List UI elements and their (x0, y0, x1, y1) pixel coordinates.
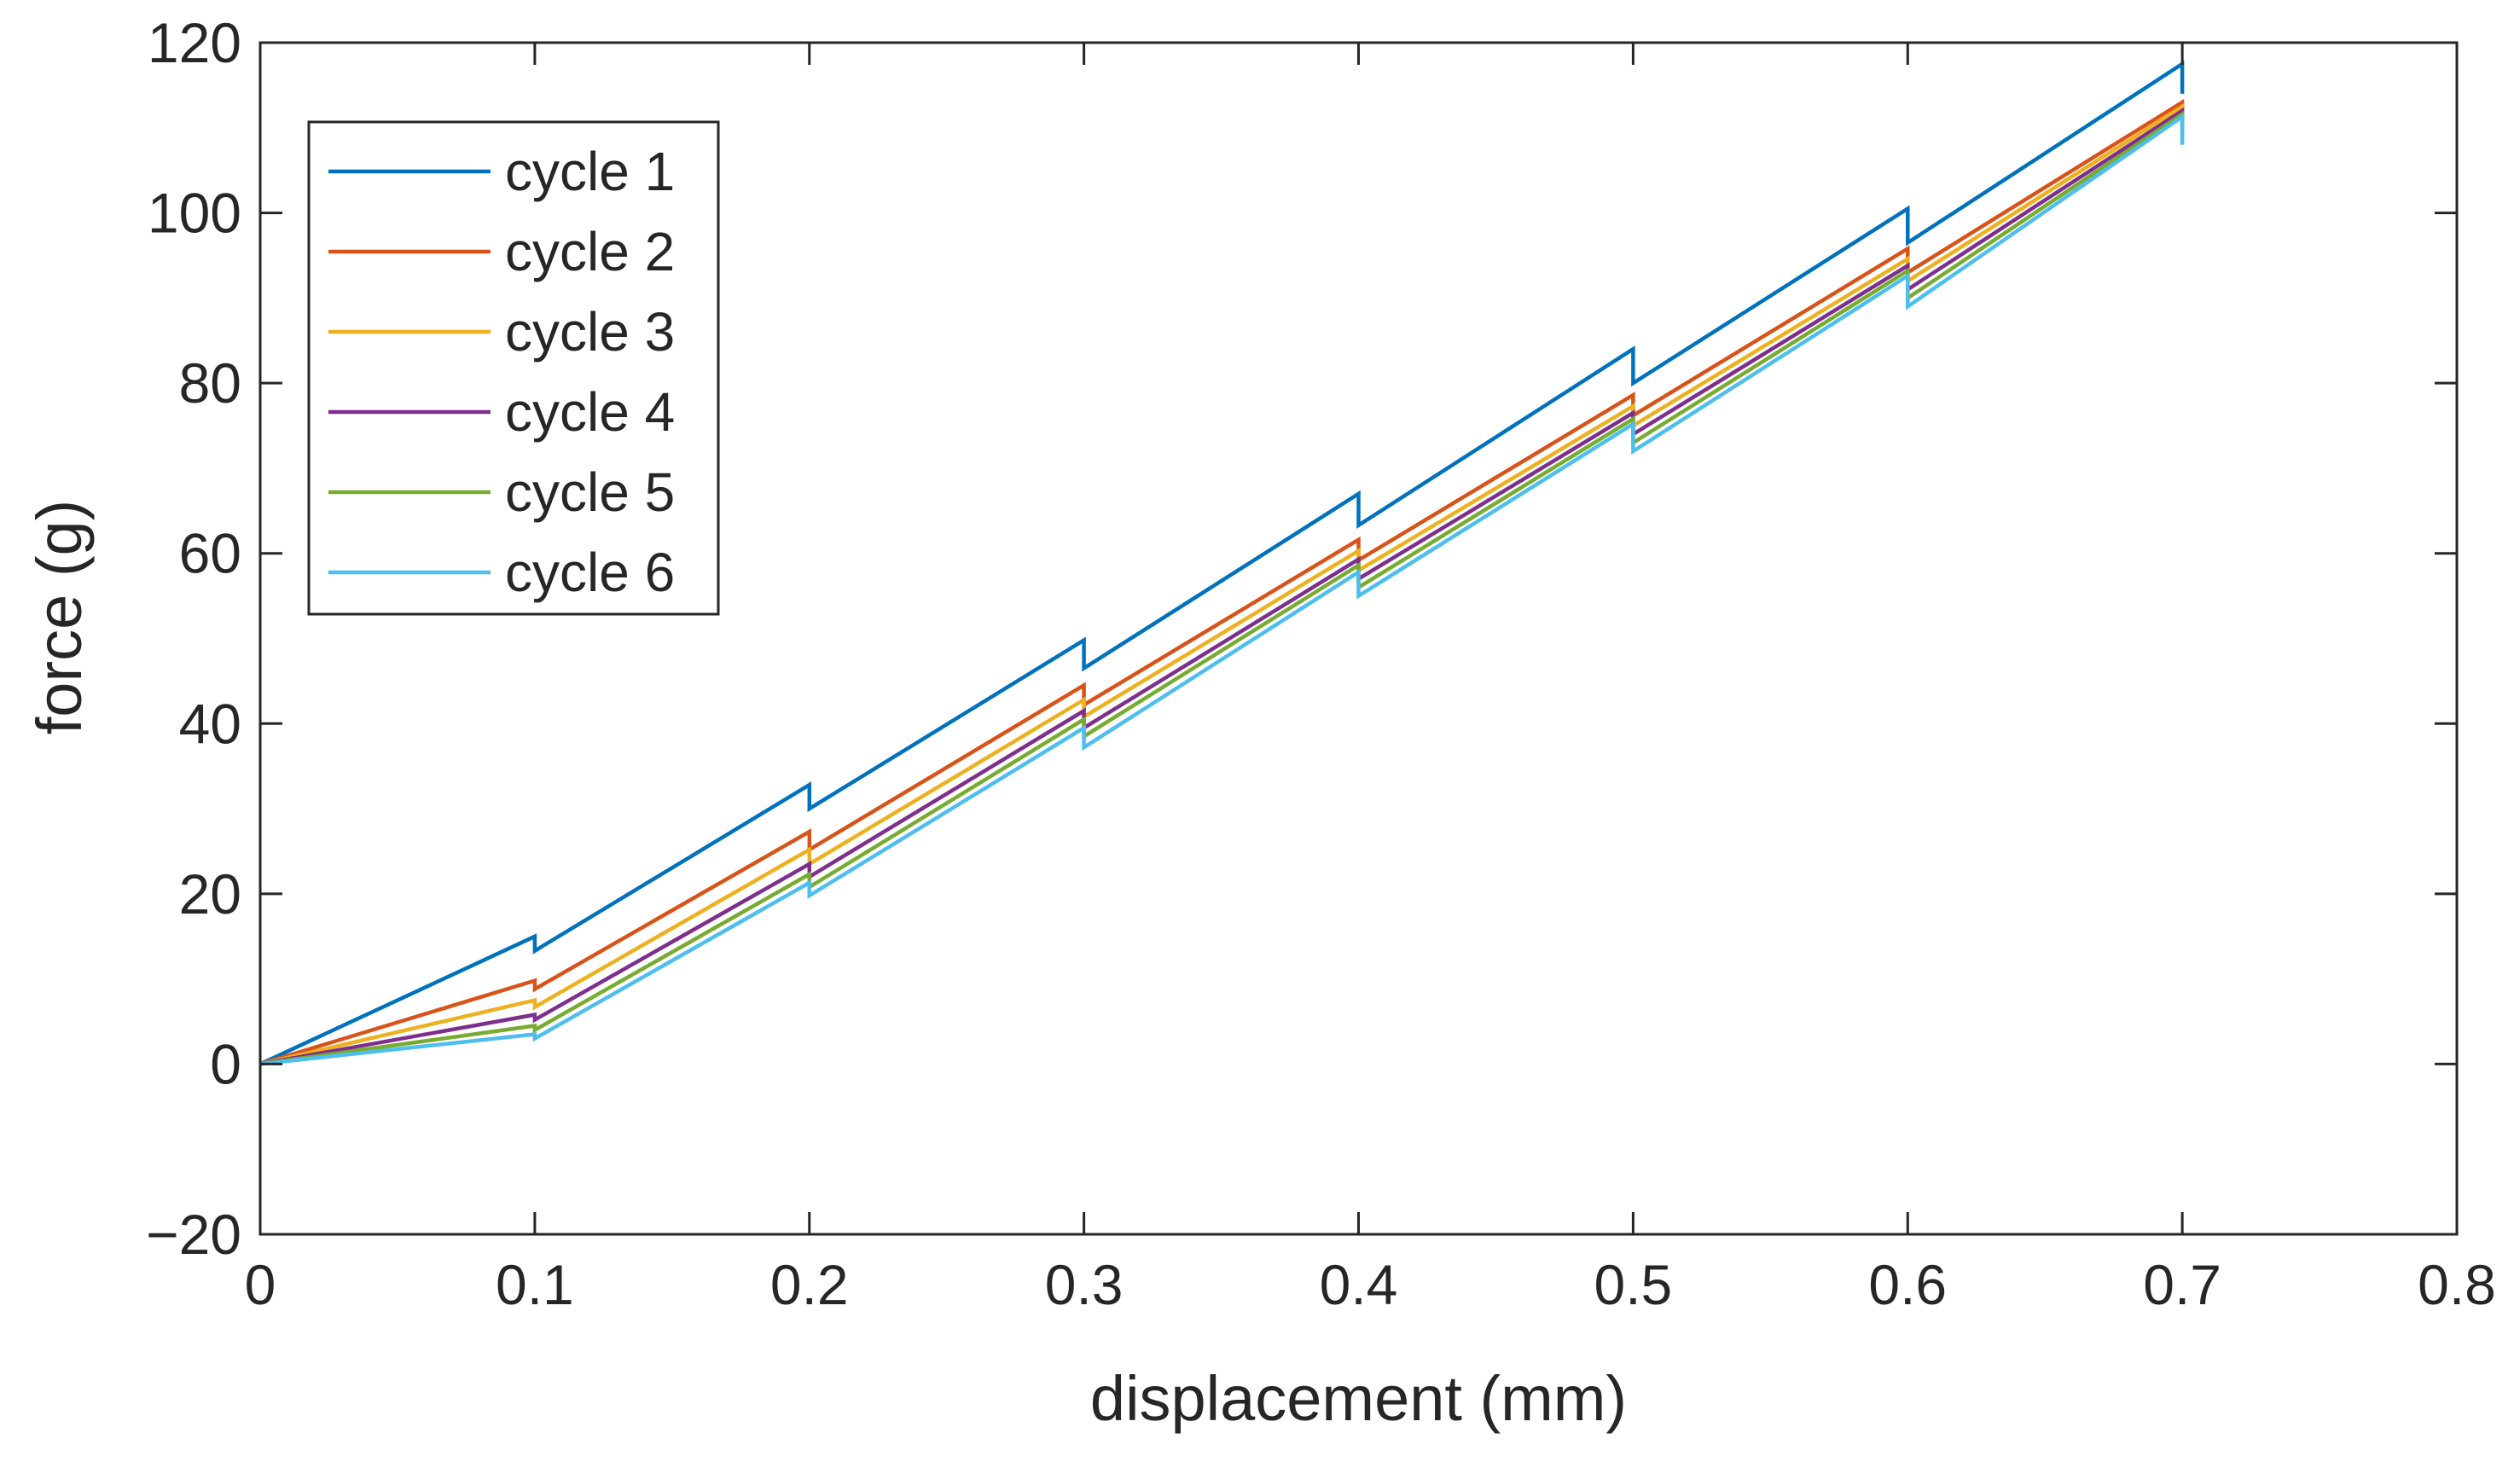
y-tick-label: 20 (179, 862, 241, 925)
x-axis-label: displacement (mm) (1090, 1363, 1627, 1434)
x-tick-label: 0.7 (2143, 1253, 2221, 1316)
legend-label-cycle-6: cycle 6 (505, 542, 675, 603)
legend-label-cycle-4: cycle 4 (505, 381, 675, 443)
y-tick-label: 60 (179, 522, 241, 585)
x-tick-label: 0.2 (770, 1253, 849, 1316)
legend-label-cycle-5: cycle 5 (505, 461, 675, 523)
series-line-cycle-6 (259, 113, 2185, 1066)
legend-label-cycle-3: cycle 3 (505, 301, 675, 363)
series-layer (259, 60, 2185, 1066)
legend: cycle 1 cycle 2 cycle 3 cycle 4 cycle 5 cycle… (307, 120, 720, 616)
x-tick-label: 0.5 (1594, 1253, 1673, 1316)
y-axis-label: force (g) (24, 500, 95, 735)
y-tick-label: 0 (210, 1032, 241, 1095)
y-tick-label: 80 (179, 351, 241, 415)
axis-ticks: 0 0.1 0.2 0.3 0.4 0.5 0.6 0.7 0.8−20020406080100… (146, 11, 2496, 1316)
x-tick-label: 0.3 (1045, 1253, 1124, 1316)
y-tick-label: 120 (148, 11, 241, 74)
y-tick-label: 100 (148, 182, 241, 245)
x-tick-label: 0 (245, 1253, 276, 1316)
x-tick-label: 0.8 (2418, 1253, 2496, 1316)
series-line-cycle-1 (259, 60, 2185, 1066)
y-tick-label: −20 (146, 1203, 241, 1266)
x-tick-label: 0.6 (1868, 1253, 1947, 1316)
legend-box (307, 120, 720, 616)
legend-label-cycle-2: cycle 2 (505, 221, 675, 282)
x-tick-label: 0.4 (1320, 1253, 1398, 1316)
x-tick-label: 0.1 (496, 1253, 574, 1316)
y-tick-label: 40 (179, 692, 241, 755)
legend-label-cycle-1: cycle 1 (505, 141, 675, 202)
